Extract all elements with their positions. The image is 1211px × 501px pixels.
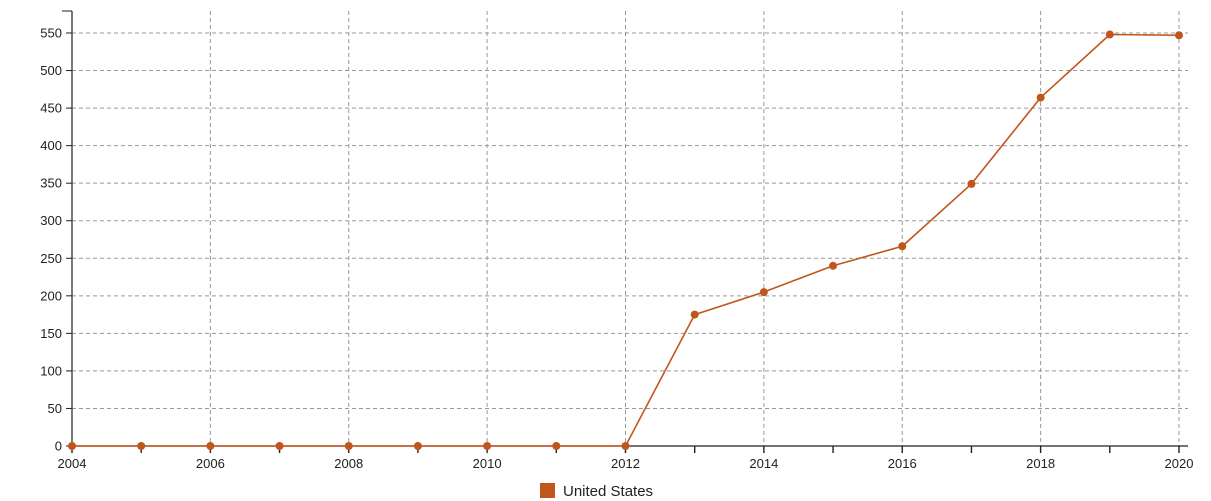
data-point [344, 442, 353, 450]
legend-label: United States [563, 483, 653, 500]
data-point [621, 442, 630, 450]
y-tick-label: 100 [40, 363, 62, 378]
data-point [413, 442, 422, 450]
x-tick-label: 2014 [749, 456, 778, 471]
y-tick-label: 300 [40, 213, 62, 228]
y-tick-label: 200 [40, 288, 62, 303]
data-point [68, 442, 76, 450]
x-tick-label: 2018 [1026, 456, 1055, 471]
legend-swatch [540, 483, 555, 498]
x-tick-label: 2020 [1165, 456, 1194, 471]
legend: United States [540, 483, 653, 500]
data-point [1036, 93, 1045, 102]
y-tick-label: 150 [40, 326, 62, 341]
data-point [967, 179, 976, 188]
data-point [1175, 31, 1183, 40]
axes: 0 50 100 150 200 250 300 350 400 450 500 550 2004 200… [40, 10, 1194, 471]
x-tick-label: 2006 [196, 456, 225, 471]
data-point [206, 442, 215, 450]
data-point [137, 442, 146, 450]
data-point [275, 442, 284, 450]
data-point [759, 288, 768, 297]
data-point [898, 242, 907, 251]
data-point [829, 261, 838, 270]
y-tick-label: 500 [40, 63, 62, 78]
y-tick-label: 0 [55, 439, 62, 454]
y-tick-label: 550 [40, 26, 62, 41]
x-tick-label: 2010 [473, 456, 502, 471]
x-tick-label: 2008 [334, 456, 363, 471]
grid [71, 11, 1188, 447]
y-tick-label: 400 [40, 138, 62, 153]
y-tick-label: 450 [40, 101, 62, 116]
data-point [552, 442, 561, 450]
x-tick-label: 2004 [58, 456, 87, 471]
y-tick-label: 250 [40, 251, 62, 266]
x-tick-label: 2016 [888, 456, 917, 471]
data-point [1105, 30, 1114, 39]
series-layer [68, 30, 1183, 450]
data-point [690, 310, 699, 319]
y-tick-label: 50 [48, 401, 62, 416]
y-tick-label: 350 [40, 176, 62, 191]
data-point [483, 442, 492, 450]
x-tick-label: 2012 [611, 456, 640, 471]
